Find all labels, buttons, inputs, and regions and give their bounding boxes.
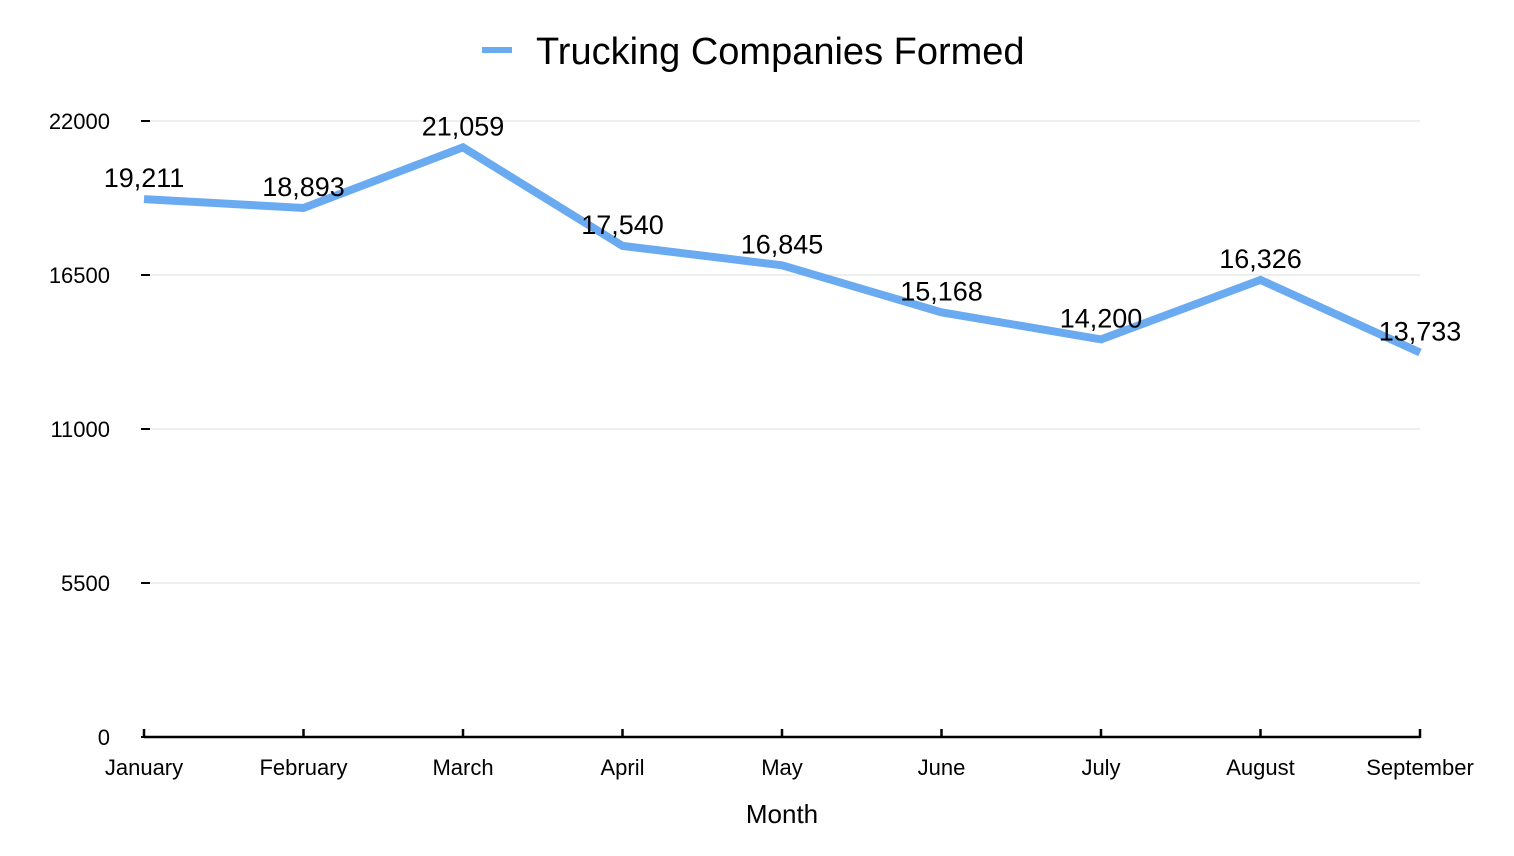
data-label: 15,168 bbox=[900, 276, 983, 306]
y-axis: 0 5500 11000 16500 22000 bbox=[49, 109, 150, 750]
x-tick-label: May bbox=[761, 755, 803, 780]
data-label: 19,211 bbox=[104, 163, 185, 193]
x-tick-label: March bbox=[432, 755, 493, 780]
x-tick-label: June bbox=[918, 755, 966, 780]
data-label: 16,326 bbox=[1219, 244, 1302, 274]
legend: Trucking Companies Formed bbox=[482, 31, 1025, 73]
series-line bbox=[143, 142, 1422, 357]
data-label: 16,845 bbox=[741, 229, 824, 259]
data-labels: 19,211 18,893 21,059 17,540 16,845 15,168 14,2… bbox=[104, 111, 1462, 346]
y-tick-label: 11000 bbox=[50, 417, 110, 442]
y-tick-label: 5500 bbox=[61, 571, 110, 596]
x-tick-label: July bbox=[1081, 755, 1120, 780]
x-tick-label: September bbox=[1366, 755, 1474, 780]
legend-label: Trucking Companies Formed bbox=[536, 31, 1025, 73]
x-tick-label: August bbox=[1226, 755, 1295, 780]
x-tick-label: February bbox=[259, 755, 347, 780]
data-label: 21,059 bbox=[422, 111, 505, 141]
data-label: 18,893 bbox=[262, 172, 345, 202]
gridlines bbox=[144, 120, 1420, 584]
data-label: 17,540 bbox=[581, 210, 664, 240]
x-axis-title: Month bbox=[746, 799, 818, 829]
x-tick-label: April bbox=[600, 755, 644, 780]
y-tick-label: 16500 bbox=[49, 263, 110, 288]
y-tick-label: 22000 bbox=[49, 109, 110, 134]
data-label: 13,733 bbox=[1379, 316, 1462, 346]
data-label: 14,200 bbox=[1060, 303, 1143, 333]
x-tick-label: January bbox=[105, 755, 183, 780]
y-tick-label: 0 bbox=[98, 725, 110, 750]
x-axis: January February March April May June July Augu… bbox=[105, 729, 1474, 780]
series-layer bbox=[143, 142, 1422, 357]
